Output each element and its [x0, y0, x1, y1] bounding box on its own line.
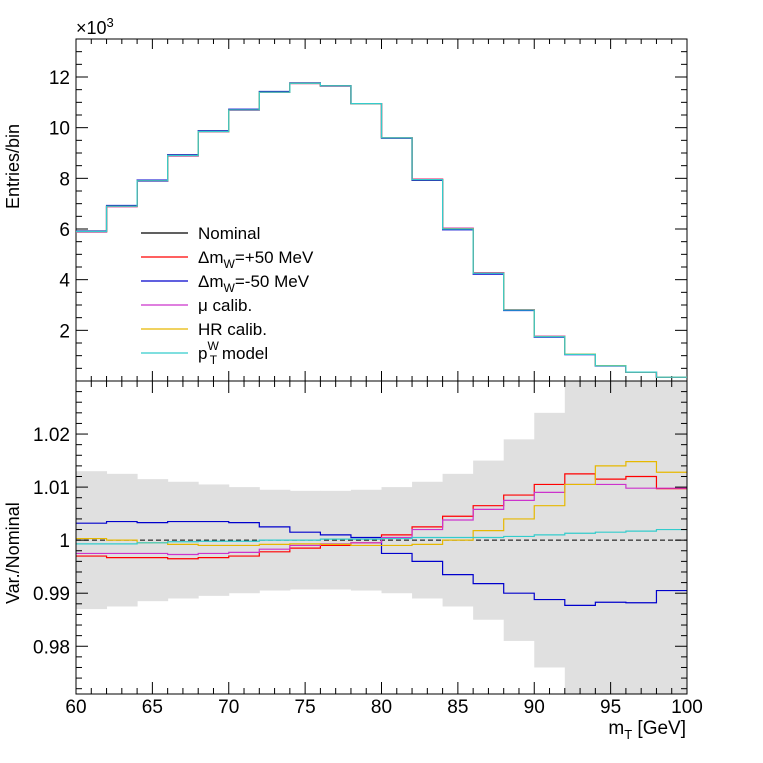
uncertainty-band-bin — [625, 381, 657, 694]
legend-pt-tail: model — [217, 344, 268, 363]
top-series-pt_model — [76, 82, 687, 378]
x-tick-label: 90 — [524, 697, 545, 718]
legend-entry-dmw-minus: ΔmW=-50 MeV — [141, 272, 310, 295]
legend-pt-sup: W — [207, 339, 219, 353]
bottom-y-tick-label: 0.98 — [33, 637, 70, 658]
legend-dmw-minus-main: Δm — [198, 272, 224, 291]
legend-label-nominal: Nominal — [198, 224, 260, 243]
bottom-y-tick-label: 1.02 — [33, 425, 70, 446]
legend-label-mu-calib: μ calib. — [198, 296, 252, 315]
top-y-tick-label: 4 — [59, 271, 70, 292]
top-y-axis-label: Entries/bin — [3, 124, 23, 209]
ratio-series-hr_calib — [76, 461, 687, 547]
x-axis-label-tail: [GeV] — [632, 718, 686, 739]
top-y-tick-label: 2 — [59, 321, 70, 342]
legend-dmw-plus-tail: =+50 MeV — [235, 248, 314, 267]
legend-label-hr-calib: HR calib. — [198, 320, 267, 339]
top-y-tick-label: 8 — [59, 169, 70, 190]
top-y-tick-label: 6 — [59, 220, 70, 241]
legend-entry-dmw-plus: ΔmW=+50 MeV — [141, 248, 314, 271]
x-tick-label: 100 — [671, 697, 703, 718]
x-axis-label: mT [GeV] — [608, 718, 686, 742]
top-series-group — [76, 82, 687, 378]
ratio-series-pt_model — [76, 528, 687, 545]
top-x-ticks — [90, 39, 673, 381]
x-tick-label: 75 — [295, 697, 316, 718]
legend-label-dmw-plus: ΔmW=+50 MeV — [198, 248, 314, 271]
x-tick-label: 80 — [371, 697, 392, 718]
legend-entry-mu-calib: μ calib. — [141, 296, 252, 315]
x-tick-label: 70 — [218, 697, 239, 718]
top-plot-frame — [75, 38, 688, 382]
legend-label-dmw-minus: ΔmW=-50 MeV — [198, 272, 310, 295]
legend-dmw-minus-sub: W — [224, 281, 236, 295]
uncertainty-band-bin — [656, 381, 688, 694]
top-y-ticks: 2 4 6 8 10 12 — [49, 51, 687, 369]
top-y-tick-label: 12 — [49, 68, 70, 89]
exponent-base: ×10 — [76, 18, 107, 38]
x-axis-label-main: m — [608, 718, 624, 739]
exponent-power: 3 — [107, 15, 114, 30]
bottom-y-tick-label: 0.99 — [33, 584, 70, 605]
bottom-y-axis-label: Var./Nominal — [3, 502, 23, 604]
exponent-label: ×103 — [76, 15, 114, 38]
legend-pt-sub: T — [210, 353, 218, 367]
ratio-series-dmw_plus — [76, 473, 687, 560]
legend-dmw-minus-tail: =-50 MeV — [235, 272, 310, 291]
bottom-y-ticks: 0.98 0.99 1 1.01 1.02 — [33, 380, 687, 690]
bottom-x-ticks: 60 65 70 75 80 85 90 95 100 — [65, 381, 703, 718]
x-tick-label: 85 — [447, 697, 468, 718]
legend-entry-nominal: Nominal — [141, 224, 260, 243]
uncertainty-band-bin — [564, 381, 596, 694]
ratio-series-dmw_minus — [76, 520, 687, 607]
legend-dmw-plus-sub: W — [224, 257, 236, 271]
bottom-y-tick-label: 1 — [59, 531, 70, 552]
uncertainty-band-bin — [595, 381, 627, 694]
bottom-y-tick-label: 1.01 — [33, 478, 70, 499]
x-tick-label: 60 — [65, 697, 86, 718]
legend-entry-hr-calib: HR calib. — [141, 320, 267, 339]
legend-entry-pt-model: pW T model — [141, 339, 268, 367]
legend-label-pt-model: pW T model — [198, 339, 268, 367]
x-tick-label: 65 — [142, 697, 163, 718]
bottom-panel: 0.98 0.99 1 1.01 1.02 60 65 70 75 80 85 90 95 100 Va… — [3, 380, 703, 742]
legend-dmw-plus-main: Δm — [198, 248, 224, 267]
x-tick-label: 95 — [600, 697, 621, 718]
legend-pt-main: p — [198, 344, 207, 363]
top-y-tick-label: 10 — [49, 119, 70, 140]
x-axis-label-sub: T — [624, 727, 632, 742]
uncertainty-band — [76, 381, 688, 694]
legend: Nominal ΔmW=+50 MeV ΔmW=-50 MeV μ calib.… — [141, 224, 314, 367]
bottom-series-group — [76, 461, 687, 607]
